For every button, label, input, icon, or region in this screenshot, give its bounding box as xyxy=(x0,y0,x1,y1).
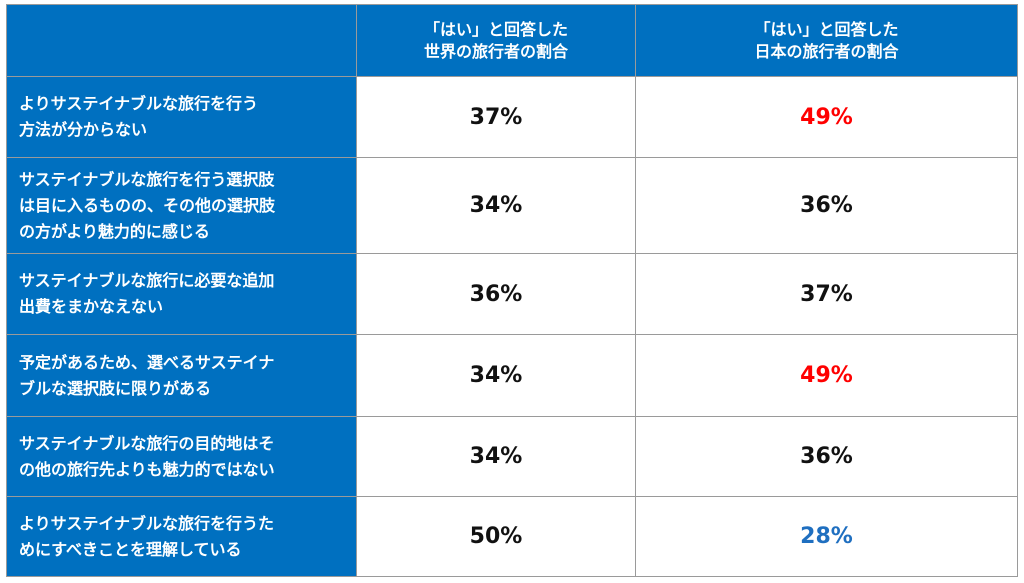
header-world: 「はい」と回答した 世界の旅行者の割合 xyxy=(356,4,636,77)
row-label-line: よりサステイナブルな旅行を行う xyxy=(19,94,259,113)
japan-value: 36% xyxy=(635,416,1018,497)
header-corner-cell xyxy=(6,4,357,77)
table-row: よりサステイナブルな旅行を行うた めにすべきことを理解している 50% 28% xyxy=(6,496,1018,577)
world-value: 34% xyxy=(356,157,636,254)
header-world-line-2: 世界の旅行者の割合 xyxy=(423,41,568,61)
row-label-line: ブルな選択肢に限りがある xyxy=(19,378,212,398)
row-label-line: よりサステイナブルな旅行を行うた xyxy=(19,513,275,533)
row-label: サステイナブルな旅行を行う選択肢 は目に入るものの、その他の選択肢 の方がより魅… xyxy=(6,157,357,254)
row-label-line: めにすべきことを理解している xyxy=(19,539,242,559)
japan-value: 28% xyxy=(635,496,1018,577)
japan-value: 49% xyxy=(635,76,1018,158)
row-label-line: サステイナブルな旅行の目的地はそ xyxy=(19,433,275,453)
world-value: 36% xyxy=(356,253,636,335)
header-japan: 「はい」と回答した 日本の旅行者の割合 xyxy=(635,4,1018,77)
survey-table: 「はい」と回答した 世界の旅行者の割合 「はい」と回答した 日本の旅行者の割合 … xyxy=(6,4,1018,577)
table-row: 予定があるため、選べるサステイナ ブルな選択肢に限りがある 34% 49% xyxy=(6,334,1018,417)
table-row: サステイナブルな旅行を行う選択肢 は目に入るものの、その他の選択肢 の方がより魅… xyxy=(6,157,1018,254)
row-label-line: サステイナブルな旅行を行う選択肢 xyxy=(19,169,275,189)
table-row: よりサステイナブルな旅行を行う 方法が分からない 37% 49% xyxy=(6,76,1018,158)
world-value: 34% xyxy=(356,334,636,417)
header-japan-line-2: 日本の旅行者の割合 xyxy=(754,41,899,61)
row-label-line: 出費をまかなえない xyxy=(19,297,164,316)
row-label-line: の方がより魅力的に感じる xyxy=(19,221,210,241)
row-label: サステイナブルな旅行に必要な追加 出費をまかなえない xyxy=(6,253,357,335)
header-japan-line-1: 「はい」と回答した xyxy=(754,19,899,39)
world-value: 50% xyxy=(356,496,636,577)
world-value: 37% xyxy=(356,76,636,158)
row-label: サステイナブルな旅行の目的地はそ の他の旅行先よりも魅力的ではない xyxy=(6,416,357,497)
row-label-line: サステイナブルな旅行に必要な追加 xyxy=(19,271,275,290)
row-label-line: 予定があるため、選べるサステイナ xyxy=(19,352,275,372)
table-header-row: 「はい」と回答した 世界の旅行者の割合 「はい」と回答した 日本の旅行者の割合 xyxy=(6,4,1018,77)
row-label: 予定があるため、選べるサステイナ ブルな選択肢に限りがある xyxy=(6,334,357,417)
row-label: よりサステイナブルな旅行を行う 方法が分からない xyxy=(6,76,357,158)
header-world-line-1: 「はい」と回答した xyxy=(423,19,568,39)
row-label: よりサステイナブルな旅行を行うた めにすべきことを理解している xyxy=(6,496,357,577)
row-label-line: 方法が分からない xyxy=(19,120,148,139)
japan-value: 36% xyxy=(635,157,1018,254)
table-row: サステイナブルな旅行に必要な追加 出費をまかなえない 36% 37% xyxy=(6,253,1018,335)
japan-value: 37% xyxy=(635,253,1018,335)
japan-value: 49% xyxy=(635,334,1018,417)
world-value: 34% xyxy=(356,416,636,497)
row-label-line: は目に入るものの、その他の選択肢 xyxy=(19,195,276,215)
row-label-line: の他の旅行先よりも魅力的ではない xyxy=(19,459,275,479)
table-row: サステイナブルな旅行の目的地はそ の他の旅行先よりも魅力的ではない 34% 36… xyxy=(6,416,1018,497)
